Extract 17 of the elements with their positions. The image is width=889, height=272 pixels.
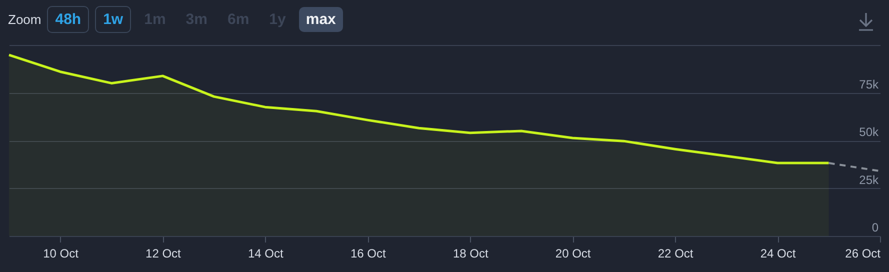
x-tick-label: 16 Oct: [350, 246, 386, 260]
text: max: [298, 6, 343, 32]
y-tick-label: 75k: [859, 77, 880, 92]
text: Zoom: [8, 12, 42, 26]
x-tick-label: 22 Oct: [658, 246, 694, 260]
x-tick-label: 18 Oct: [452, 246, 489, 260]
y-tick-label: 25k: [859, 172, 880, 187]
x-tick-label: 20 Oct: [555, 246, 592, 260]
y-tick-label: 50k: [859, 125, 880, 139]
text: 1w: [95, 6, 132, 32]
x-tick-label: 24 Oct: [760, 246, 796, 260]
x-tick-label: 14 Oct: [248, 246, 284, 260]
x-tick-label: 26 Oct: [845, 246, 882, 260]
y-tick-label: 0: [872, 220, 879, 234]
x-tick-label: 10 Oct: [43, 246, 80, 260]
text: 48h: [47, 6, 90, 32]
x-tick-label: 12 Oct: [146, 246, 182, 260]
